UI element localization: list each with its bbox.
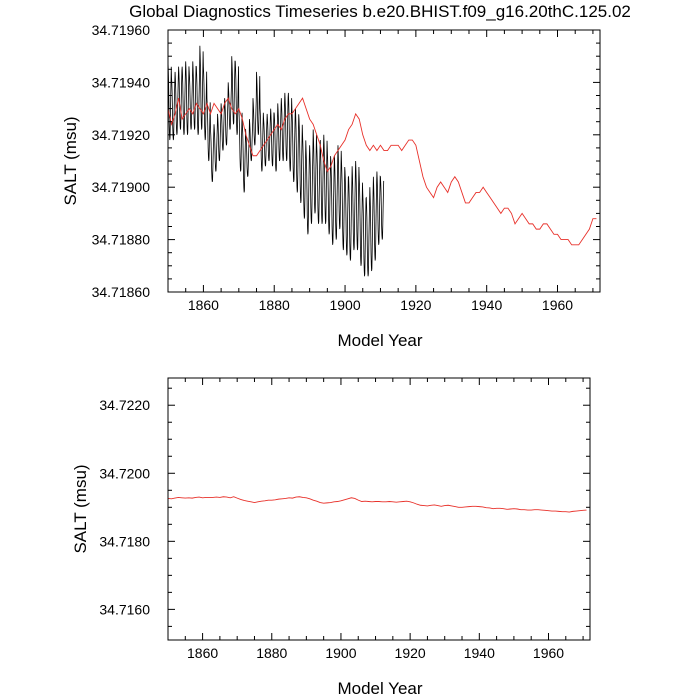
plot-frame [167, 377, 591, 641]
bottom-series-group [168, 496, 587, 513]
top-axes: 1860 1880 1900 1920 1940 1960 34.71860 34.71880… [92, 22, 601, 313]
y-tick-label: 34.71900 [92, 179, 151, 195]
top-y-axis-title: SALT (msu) [61, 116, 80, 205]
series-line-annual-mean [168, 496, 587, 513]
top-panel: 1860 1880 1900 1920 1940 1960 34.71860 34.71880… [61, 22, 601, 350]
chart-title: Global Diagnostics Timeseries b.e20.BHIS… [129, 2, 631, 21]
top-series-group [168, 45, 597, 277]
x-tick-label: 1940 [464, 645, 495, 661]
y-tick-label: 34.7160 [99, 601, 150, 617]
bottom-axes: 1860 1880 1900 1920 1940 1960 34.7160 34.7180 34… [99, 377, 591, 661]
y-tick-label: 34.71940 [92, 74, 151, 90]
plot-frame [167, 29, 601, 293]
x-tick-label: 1960 [533, 645, 564, 661]
x-tick-label: 1900 [329, 297, 360, 313]
y-tick-label: 34.7180 [99, 533, 150, 549]
y-tick-label: 34.71920 [92, 127, 151, 143]
x-tick-label: 1880 [259, 297, 290, 313]
y-tick-label: 34.71860 [92, 284, 151, 300]
series-line-annual-mean [168, 97, 597, 246]
y-tick-label: 34.71960 [92, 22, 151, 38]
x-tick-label: 1960 [542, 297, 573, 313]
bottom-panel: 1860 1880 1900 1920 1940 1960 34.7160 34.7180 34… [71, 377, 591, 698]
x-tick-label: 1860 [188, 297, 219, 313]
x-tick-label: 1920 [400, 297, 431, 313]
x-tick-label: 1900 [325, 645, 356, 661]
series-line-monthly [168, 45, 385, 277]
bottom-y-axis-title: SALT (msu) [71, 464, 90, 553]
x-tick-label: 1880 [256, 645, 287, 661]
y-tick-label: 34.7220 [99, 397, 150, 413]
x-tick-label: 1920 [395, 645, 426, 661]
y-tick-label: 34.7200 [99, 465, 150, 481]
x-tick-label: 1860 [187, 645, 218, 661]
bottom-x-axis-title: Model Year [337, 679, 422, 698]
top-x-axis-title: Model Year [337, 331, 422, 350]
x-tick-label: 1940 [471, 297, 502, 313]
y-tick-label: 34.71880 [92, 232, 151, 248]
